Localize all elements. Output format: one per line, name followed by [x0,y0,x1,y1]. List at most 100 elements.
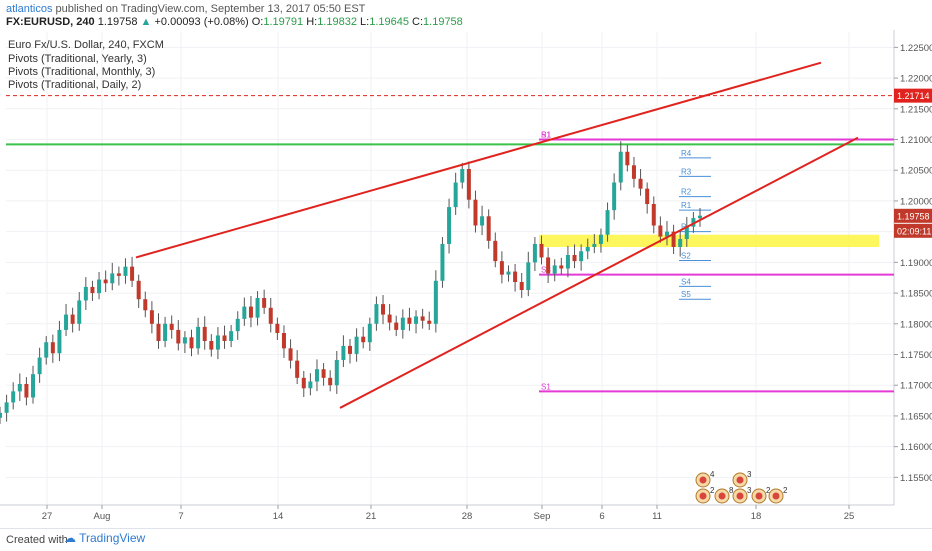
x-tick-label: 6 [599,511,604,522]
indicator-daily[interactable]: Pivots (Traditional, Daily, 2) [8,79,141,91]
indicator-monthly[interactable]: Pivots (Traditional, Monthly, 3) [8,66,155,78]
candle-body [592,243,597,247]
pivot-label: S5 [681,290,691,299]
candle-body [407,317,412,324]
candle-body [308,381,313,389]
author-link[interactable]: atlanticos [6,3,53,15]
pivot-label: R1 [681,201,692,210]
candle-body [585,247,590,252]
chart-background [0,30,932,528]
candle-body [123,266,128,276]
candle-body [565,254,570,269]
candle-body [90,286,95,294]
candle-body [684,226,689,240]
candle-body [506,271,511,275]
candle-body [31,374,36,398]
symbol: FX:EURUSD, 240 [6,16,95,28]
candle-body [64,314,69,330]
event-count: 3 [747,470,752,479]
candle-body [433,280,438,324]
candle-body [341,345,346,361]
candle-body [229,331,234,341]
pivot-label: R1 [541,131,552,140]
candle-body [532,243,537,263]
candle-body [400,317,405,330]
pivot-label: S1 [541,382,551,391]
flag-icon [699,492,707,500]
candle-body [77,300,82,324]
candle-body [480,216,485,226]
quote-line: FX:EURUSD, 240 1.19758 ▲ +0.00093 (+0.08… [6,16,463,28]
footer: Created with ☁ TradingView [0,528,932,551]
candle-body [651,204,656,226]
y-tick-label: 1.20500 [900,166,932,177]
chart-header: atlanticos published on TradingView.com,… [0,0,932,30]
low-value: 1.19645 [369,16,409,28]
candle-body [499,261,504,275]
trendline-upper[interactable] [135,61,822,259]
high-value: 1.19832 [317,16,357,28]
pivot-label: R2 [681,188,692,197]
created-with-label: Created with [6,534,68,546]
pivot-label: R4 [681,149,692,158]
candle-body [631,165,636,179]
candle-body [387,314,392,323]
candle-body [17,383,22,392]
pivot-label: S4 [681,277,691,286]
candle-body [354,336,359,354]
candle-body [572,254,577,262]
price-chart[interactable]: 1.15500 1.16000 1.16500 1.17000 1.17500 1.180… [0,30,932,528]
y-tick-label: 1.21500 [900,104,932,115]
candle-body [671,231,676,247]
last-price-tag [894,208,932,223]
low-label: L: [360,16,370,28]
up-triangle-icon: ▲ [140,16,152,28]
candle-body [645,188,650,204]
event-count: 4 [710,470,715,479]
candle-body [420,316,425,321]
trendlines[interactable] [135,61,859,409]
candle-body [130,266,135,281]
candle-body [11,391,16,403]
candle-body [440,243,445,281]
candle-body [70,314,75,324]
candle-body [612,182,617,211]
candle-body [427,320,432,324]
pivot-label: S1 [541,131,551,140]
y-tick-label: 1.22500 [900,43,932,54]
candle-body [215,335,220,350]
y-tick-label: 1.17000 [900,381,932,392]
x-tick-label: 28 [462,511,473,522]
candle-body [182,337,187,344]
candle-body [50,342,55,354]
y-tick-label: 1.16500 [900,411,932,422]
x-tick-label: 25 [844,511,855,522]
tradingview-logo[interactable]: ☁ TradingView [64,531,146,545]
y-tick-label: 1.18500 [900,289,932,300]
countdown-text: 02:09:11 [897,226,931,236]
candle-body [453,182,458,208]
close-value: 1.19758 [423,16,463,28]
chart-frame[interactable]: 1.15500 1.16000 1.16500 1.17000 1.17500 1.180… [0,30,932,528]
candle-body [579,251,584,262]
candle-body [598,234,603,244]
candle-body [658,225,663,237]
trendline-lower[interactable] [339,136,859,409]
candle-body [381,304,386,315]
candle-body [189,337,194,349]
x-tick-label: 14 [273,511,284,522]
candle-body [638,178,643,189]
indicator-yearly[interactable]: Pivots (Traditional, Yearly, 3) [8,53,147,65]
y-tick-label: 1.22000 [900,74,932,85]
candle-body [314,369,319,382]
flag-icon [755,492,763,500]
y-tick-label: 1.20000 [900,196,932,207]
last-price: 1.19758 [97,16,138,28]
publish-line: atlanticos published on TradingView.com,… [6,3,365,15]
countdown-tag [894,223,932,238]
event-icons[interactable]: 4 3 2 8 3 2 2 [695,470,788,504]
candle-body [374,304,379,324]
candle-body [301,377,306,389]
candle-body [334,360,339,386]
candle-body [44,342,49,358]
